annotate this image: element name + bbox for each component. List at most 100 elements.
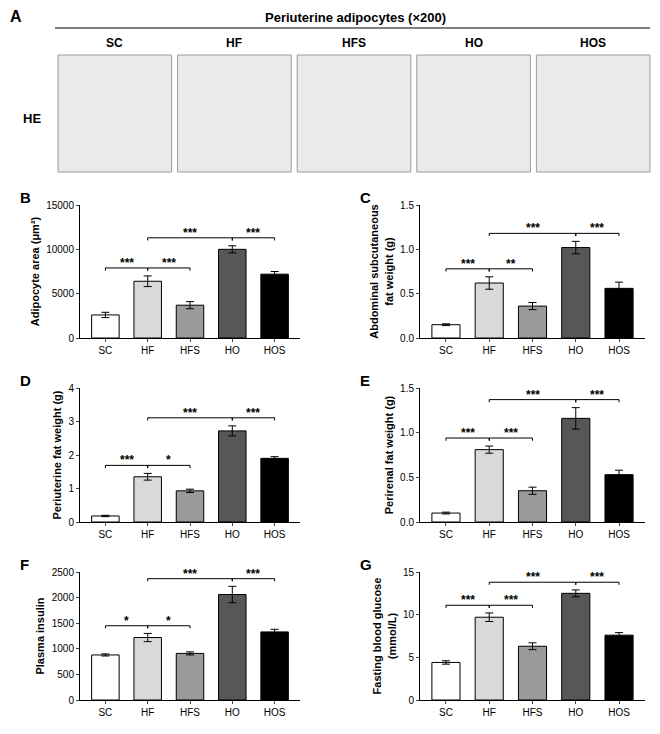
svg-text:B: B (20, 189, 31, 206)
svg-text:HF: HF (483, 345, 496, 356)
svg-text:SC: SC (439, 345, 453, 356)
svg-text:2000: 2000 (52, 592, 75, 603)
svg-text:A: A (10, 8, 22, 25)
svg-text:*: * (166, 453, 171, 467)
svg-text:HFS: HFS (523, 345, 543, 356)
svg-text:1.5: 1.5 (400, 200, 414, 211)
svg-text:Abdominal subcutaneousfat weig: Abdominal subcutaneousfat weight (g) (368, 204, 394, 338)
svg-text:***: *** (120, 256, 134, 270)
svg-text:Perirenal fat weight (g): Perirenal fat weight (g) (383, 395, 395, 514)
svg-text:***: *** (162, 256, 176, 270)
svg-text:HO: HO (465, 36, 483, 50)
svg-text:HOS: HOS (608, 707, 630, 718)
svg-text:***: *** (246, 406, 260, 420)
svg-text:HO: HO (225, 707, 240, 718)
svg-text:500: 500 (57, 669, 74, 680)
svg-text:HO: HO (225, 345, 240, 356)
svg-text:15: 15 (403, 567, 415, 578)
svg-text:10: 10 (403, 609, 415, 620)
svg-text:1000: 1000 (52, 643, 75, 654)
svg-text:15000: 15000 (46, 200, 74, 211)
svg-text:2500: 2500 (52, 567, 75, 578)
svg-text:SC: SC (98, 345, 112, 356)
svg-text:0.0: 0.0 (400, 517, 414, 528)
svg-text:2: 2 (68, 450, 74, 461)
svg-text:0.5: 0.5 (400, 472, 414, 483)
svg-text:HF: HF (226, 36, 242, 50)
svg-text:HOS: HOS (264, 345, 286, 356)
svg-text:Adipocyte area (μm²): Adipocyte area (μm²) (29, 216, 41, 326)
svg-text:Plasma insulin: Plasma insulin (34, 597, 46, 674)
svg-text:HFS: HFS (180, 529, 200, 540)
svg-text:***: *** (504, 593, 518, 607)
svg-text:1.0: 1.0 (400, 427, 414, 438)
svg-text:HFS: HFS (180, 707, 200, 718)
svg-text:***: *** (590, 221, 604, 235)
svg-text:HFS: HFS (342, 36, 366, 50)
svg-text:***: *** (590, 388, 604, 402)
svg-text:HF: HF (483, 529, 496, 540)
svg-text:HF: HF (141, 345, 154, 356)
svg-text:***: *** (183, 567, 197, 581)
svg-text:0: 0 (68, 517, 74, 528)
svg-text:1.0: 1.0 (400, 244, 414, 255)
svg-text:4: 4 (68, 383, 74, 394)
svg-text:*: * (124, 614, 129, 628)
svg-text:1: 1 (68, 483, 74, 494)
svg-text:0.5: 0.5 (400, 288, 414, 299)
svg-text:E: E (360, 372, 370, 389)
svg-text:***: *** (246, 567, 260, 581)
svg-text:HFS: HFS (523, 529, 543, 540)
svg-text:SC: SC (106, 36, 123, 50)
svg-text:***: *** (461, 593, 475, 607)
svg-text:D: D (20, 372, 31, 389)
svg-text:HO: HO (568, 529, 583, 540)
svg-text:Fasting blood glucose(mmol/L): Fasting blood glucose(mmol/L) (371, 578, 397, 695)
svg-text:HE: HE (23, 111, 41, 126)
svg-text:HOS: HOS (264, 529, 286, 540)
svg-text:***: *** (246, 226, 260, 240)
svg-text:***: *** (461, 257, 475, 271)
svg-text:SC: SC (439, 707, 453, 718)
svg-text:F: F (20, 556, 29, 573)
svg-text:1.5: 1.5 (400, 383, 414, 394)
svg-text:G: G (360, 556, 372, 573)
svg-text:***: *** (183, 406, 197, 420)
svg-text:HFS: HFS (180, 345, 200, 356)
svg-text:HOS: HOS (264, 707, 286, 718)
svg-text:***: *** (120, 453, 134, 467)
svg-text:HOS: HOS (608, 529, 630, 540)
svg-text:0.0: 0.0 (400, 333, 414, 344)
svg-text:0: 0 (408, 695, 414, 706)
svg-text:10000: 10000 (46, 244, 74, 255)
svg-text:***: *** (183, 226, 197, 240)
svg-text:***: *** (461, 426, 475, 440)
svg-text:***: *** (526, 221, 540, 235)
svg-text:0: 0 (68, 695, 74, 706)
svg-text:5: 5 (408, 652, 414, 663)
svg-text:SC: SC (98, 707, 112, 718)
svg-text:HF: HF (141, 529, 154, 540)
svg-text:***: *** (590, 570, 604, 584)
svg-text:HF: HF (483, 707, 496, 718)
svg-text:**: ** (506, 257, 516, 271)
svg-text:***: *** (526, 570, 540, 584)
svg-text:1500: 1500 (52, 618, 75, 629)
svg-text:C: C (360, 189, 371, 206)
svg-text:***: *** (504, 426, 518, 440)
svg-text:*: * (166, 614, 171, 628)
svg-text:SC: SC (98, 529, 112, 540)
svg-text:HO: HO (568, 707, 583, 718)
svg-text:HO: HO (568, 345, 583, 356)
svg-text:Periuterine adipocytes (×200): Periuterine adipocytes (×200) (265, 10, 446, 25)
svg-text:HOS: HOS (608, 345, 630, 356)
svg-text:HF: HF (141, 707, 154, 718)
svg-text:Periuterine fat weight (g): Periuterine fat weight (g) (51, 390, 63, 519)
svg-text:HO: HO (225, 529, 240, 540)
svg-text:3: 3 (68, 416, 74, 427)
svg-text:5000: 5000 (52, 288, 75, 299)
svg-text:HFS: HFS (523, 707, 543, 718)
svg-text:HOS: HOS (580, 36, 606, 50)
svg-text:***: *** (526, 388, 540, 402)
svg-text:0: 0 (68, 333, 74, 344)
